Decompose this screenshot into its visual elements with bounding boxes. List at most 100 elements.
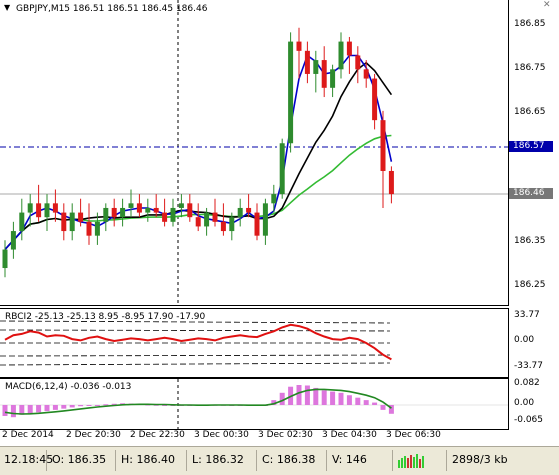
macd-bar [279, 392, 285, 405]
macd-bar [2, 405, 8, 416]
candle-body [237, 207, 243, 218]
candle-body [229, 217, 235, 232]
candle-body [153, 207, 159, 213]
separator [392, 450, 393, 471]
macd-tick: -0.065 [514, 415, 544, 425]
separator [115, 450, 116, 471]
macd-bar [330, 391, 336, 405]
candle-body [388, 170, 394, 195]
time-tick: 2 Dec 20:30 [66, 430, 121, 440]
macd-bar [372, 402, 378, 405]
macd-bar [304, 385, 310, 405]
price-chart[interactable] [0, 0, 508, 305]
macd-bar [388, 405, 394, 414]
candle-body [36, 203, 42, 218]
candle-body [304, 50, 310, 74]
macd-chart[interactable] [0, 379, 508, 429]
price-tick: 186.75 [514, 63, 546, 73]
candle-body [52, 203, 58, 213]
candle-body [355, 55, 361, 70]
macd-bar [19, 405, 25, 415]
separator [326, 450, 327, 471]
time-tick: 2 Dec 22:30 [130, 430, 185, 440]
price-axis: 186.85 186.75 186.65 186.35 186.25 [508, 0, 559, 305]
candle-body [363, 69, 369, 79]
rbci-line [4, 323, 392, 361]
price-tick: 186.65 [514, 107, 546, 117]
candle-body [2, 249, 8, 269]
candle-body [262, 203, 268, 236]
candle-body [44, 203, 50, 218]
candle-body [136, 203, 142, 213]
time-tick: 3 Dec 06:30 [386, 430, 441, 440]
macd-bar [313, 387, 319, 405]
chart-title: GBPJPY,M15 186.51 186.51 186.45 186.46 [16, 4, 208, 14]
candle-body [69, 212, 75, 232]
rbci-tick: 33.77 [514, 310, 540, 320]
macd-bar [346, 395, 352, 405]
macd-bar [363, 400, 369, 405]
macd-bar [27, 405, 33, 414]
time-tick: 3 Dec 00:30 [194, 430, 249, 440]
candle-body [313, 60, 319, 74]
status-high: H: 186.40 [121, 453, 175, 466]
status-low: L: 186.32 [192, 453, 244, 466]
macd-tick: 0.082 [514, 378, 540, 388]
rbci-level-line [0, 354, 391, 357]
macd-bar [69, 405, 75, 408]
rbci-tick: -33.77 [514, 361, 544, 371]
candle-body [128, 203, 134, 208]
rbci-label: RBCI2 -25.13 -25.13 8.95 -8.95 17.90 -17… [5, 312, 206, 322]
status-bar: 12.18:45 O: 186.35 H: 186.40 L: 186.32 C… [0, 446, 559, 475]
macd-bar [296, 385, 302, 405]
rbci-level-line [0, 362, 391, 366]
macd-pane[interactable]: MACD(6,12,4) -0.036 -0.013 [0, 378, 509, 430]
macd-tick: 0.00 [514, 398, 535, 408]
rbci-level-line [0, 320, 391, 324]
status-traffic: 2898/3 kb [452, 453, 508, 466]
candle-body [220, 221, 226, 232]
candle-body [61, 212, 67, 232]
candle-body [346, 41, 352, 56]
candle-body [204, 212, 210, 227]
separator [46, 450, 47, 471]
candle-body [86, 221, 92, 236]
macd-bar [380, 405, 386, 410]
macd-axis: 0.082 0.00 -0.065 [508, 378, 559, 428]
price-tick: 186.35 [514, 236, 546, 246]
separator [256, 450, 257, 471]
status-volume: V: 146 [332, 453, 367, 466]
macd-bar [44, 405, 50, 412]
price-pane[interactable]: GBPJPY,M15 186.51 186.51 186.45 186.46 ▼ [0, 0, 509, 306]
macd-bar [36, 405, 42, 413]
candle-body [19, 212, 25, 232]
rbci-chart[interactable] [0, 309, 508, 377]
macd-bar [271, 400, 277, 405]
rbci-pane[interactable]: RBCI2 -25.13 -25.13 8.95 -8.95 17.90 -17… [0, 308, 509, 378]
time-tick: 2 Dec 2014 [2, 430, 54, 440]
candle-body [187, 203, 193, 218]
candle-body [195, 217, 201, 227]
candle-body [338, 41, 344, 70]
candle-body [254, 212, 260, 236]
candle-body [78, 212, 84, 222]
macd-bar [86, 405, 92, 406]
chart-collapse-icon[interactable]: ▼ [4, 3, 11, 12]
candle-body [296, 41, 302, 51]
candle-body [321, 60, 327, 88]
candle-body [271, 194, 277, 204]
macd-bar [52, 405, 58, 410]
macd-bar [338, 392, 344, 405]
macd-bar [355, 397, 361, 405]
candle-body [162, 212, 168, 222]
connection-bars-icon[interactable] [398, 452, 428, 468]
macd-bar [162, 405, 168, 406]
candle-body [10, 231, 16, 250]
candle-body [279, 143, 285, 195]
close-window-icon[interactable]: ✕ [543, 0, 551, 10]
ma-slow-line [4, 134, 392, 251]
status-time: 12.18:45 [4, 453, 54, 466]
candle-body [212, 212, 218, 222]
candle-body [94, 221, 100, 236]
candle-body [380, 120, 386, 171]
